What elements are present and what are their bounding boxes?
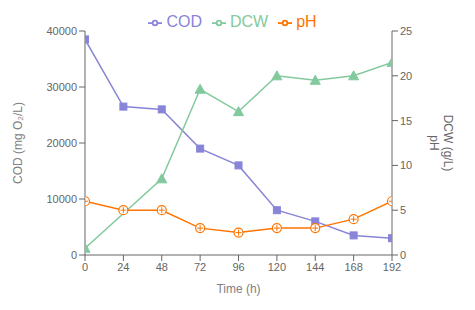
html-text:COD: COD	[166, 13, 202, 30]
svg-text:10: 10	[400, 159, 412, 171]
svg-text:20: 20	[400, 70, 412, 82]
svg-text:20000: 20000	[46, 137, 77, 149]
svg-text:15: 15	[400, 115, 412, 127]
svg-text:48: 48	[156, 261, 168, 273]
svg-text:0: 0	[400, 249, 406, 261]
svg-text:Time (h): Time (h)	[216, 282, 260, 296]
svg-text:72: 72	[194, 261, 206, 273]
svg-text:DCW (g/L)pH: DCW (g/L)pH	[427, 115, 455, 172]
svg-text:96: 96	[232, 261, 244, 273]
html-text:pH: pH	[296, 13, 317, 30]
svg-text:144: 144	[306, 261, 324, 273]
html-text:DCW: DCW	[229, 13, 269, 30]
svg-text:168: 168	[344, 261, 362, 273]
svg-text:COD (mg O₂/L): COD (mg O₂/L)	[11, 102, 25, 184]
svg-text:0: 0	[71, 249, 77, 261]
svg-text:30000: 30000	[46, 81, 77, 93]
svg-text:192: 192	[383, 261, 401, 273]
svg-text:24: 24	[117, 261, 129, 273]
svg-text:0: 0	[82, 261, 88, 273]
svg-text:40000: 40000	[46, 25, 77, 37]
svg-text:25: 25	[400, 25, 412, 37]
svg-text:5: 5	[400, 204, 406, 216]
svg-text:10000: 10000	[46, 193, 77, 205]
svg-text:120: 120	[268, 261, 286, 273]
